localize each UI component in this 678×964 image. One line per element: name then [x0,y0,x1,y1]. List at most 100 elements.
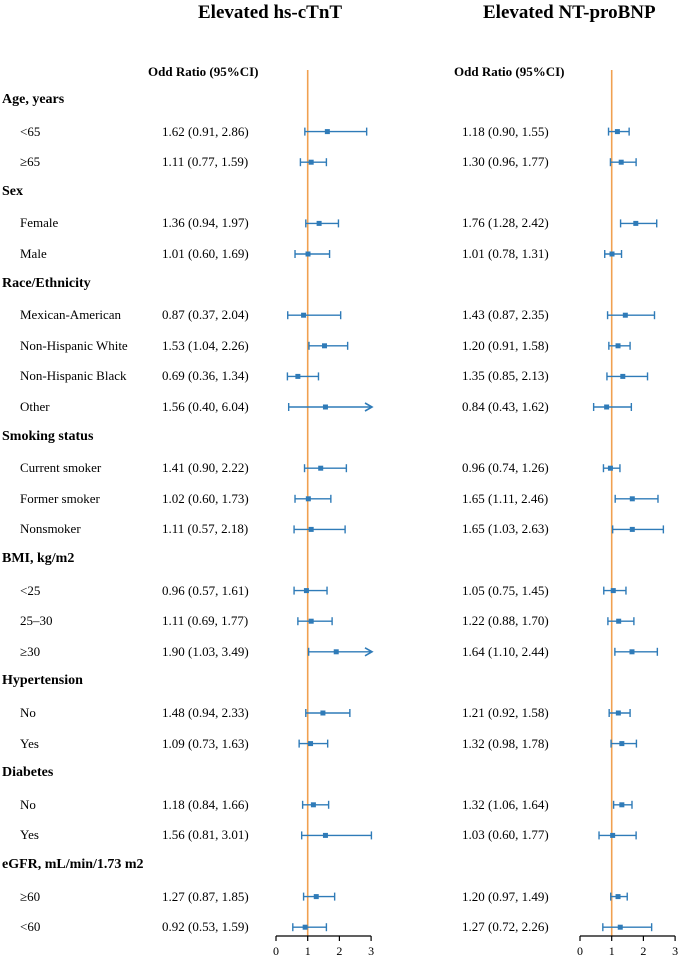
odds-ratio-text: 1.01 (0.78, 1.31) [462,246,549,261]
odds-ratio-text: 0.84 (0.43, 1.62) [462,399,549,414]
point-estimate [316,220,322,226]
point-estimate [305,251,311,257]
point-estimate [302,924,308,930]
group-label: Sex [2,183,23,199]
odds-ratio-text: 1.11 (0.57, 2.18) [162,521,249,537]
point-estimate [622,312,628,318]
row-label: Non-Hispanic White [20,337,128,353]
odds-ratio-text: 1.56 (0.81, 3.01) [162,827,249,843]
odds-ratio-text: 1.43 (0.87, 2.35) [462,307,549,323]
point-estimate [609,251,615,257]
point-estimate [308,526,314,532]
odds-ratio-text: 1.11 (0.69, 1.77) [162,613,249,629]
odds-ratio-text: 1.48 (0.94, 2.33) [162,705,249,720]
point-estimate [301,312,307,318]
row-label: Nonsmoker [20,521,81,537]
point-estimate [629,496,635,502]
odds-ratio-text: 0.96 (0.74, 1.26) [462,460,549,476]
column-header-hs-ctnt: Odd Ratio (95%CI) [148,64,259,79]
odds-ratio-text: 1.18 (0.90, 1.55) [462,123,549,139]
x-tick-label: 1 [305,944,311,958]
row-label: Yes [20,827,39,843]
odds-ratio-text: 1.56 (0.40, 6.04) [162,399,249,414]
point-estimate [620,373,626,379]
point-estimate [633,220,639,226]
x-tick-label: 3 [368,944,374,958]
odds-ratio-text: 1.32 (0.98, 1.78) [462,735,549,751]
odds-ratio-text: 1.36 (0.94, 1.97) [162,215,249,231]
group-label: Race/Ethnicity [2,275,91,291]
point-estimate [604,404,610,410]
point-estimate [303,588,309,594]
point-estimate [610,588,616,594]
panel-title-nt-probnp: Elevated NT-proBNP [483,2,656,23]
x-tick-label: 2 [640,944,646,958]
row-label: Current smoker [20,460,102,476]
odds-ratio-text: 1.11 (0.77, 1.59) [162,154,249,170]
point-estimate [322,832,328,838]
odds-ratio-text: 1.09 (0.73, 1.63) [162,735,249,751]
point-estimate [308,618,314,624]
row-label: ≥60 [20,888,41,904]
odds-ratio-text: 1.65 (1.03, 2.63) [462,521,549,537]
point-estimate [615,343,621,349]
odds-ratio-text: 1.53 (1.04, 2.26) [162,337,249,353]
point-estimate [308,741,314,747]
odds-ratio-text: 1.65 (1.11, 2.46) [462,490,549,506]
ci-arrow [364,647,374,657]
odds-ratio-text: 1.35 (0.85, 2.13) [462,368,549,384]
group-label: Hypertension [2,673,83,689]
point-estimate [607,465,613,471]
point-estimate [616,618,622,624]
odds-ratio-text: 1.22 (0.88, 1.70) [462,613,549,629]
point-estimate [615,894,621,900]
odds-ratio-text: 1.20 (0.97, 1.49) [462,888,549,904]
row-label: Non-Hispanic Black [20,368,127,384]
row-label: Other [20,399,50,414]
x-tick-label: 1 [609,944,615,958]
odds-ratio-text: 1.30 (0.96, 1.77) [462,154,549,170]
row-label: 25–30 [20,613,53,629]
row-label: No [20,796,36,812]
odds-ratio-text: 0.69 (0.36, 1.34) [162,368,249,384]
odds-ratio-text: 1.20 (0.91, 1.58) [462,337,549,353]
row-label: Former smoker [20,490,100,506]
column-header-nt-probnp: Odd Ratio (95%CI) [454,64,565,79]
odds-ratio-text: 1.21 (0.92, 1.58) [462,705,549,720]
point-estimate [320,710,326,716]
point-estimate [333,649,339,655]
group-label: Age, years [2,92,65,107]
point-estimate [629,649,635,655]
point-estimate [618,159,624,165]
row-label: ≥30 [20,643,41,659]
odds-ratio-text: 1.05 (0.75, 1.45) [462,582,549,598]
odds-ratio-text: 1.41 (0.90, 2.22) [162,460,249,476]
odds-ratio-text: 1.02 (0.60, 1.73) [162,490,249,506]
row-label: ≥65 [20,154,41,170]
point-estimate [318,465,324,471]
row-label: <65 [20,123,41,139]
odds-ratio-text: 1.62 (0.91, 2.86) [162,123,249,139]
odds-ratio-text: 1.01 (0.60, 1.69) [162,246,249,261]
point-estimate [629,526,635,532]
panel-title-hs-ctnt: Elevated hs-cTnT [198,2,343,23]
x-tick-label: 3 [672,944,678,958]
odds-ratio-text: 0.96 (0.57, 1.61) [162,582,249,598]
point-estimate [619,802,625,808]
odds-ratio-text: 1.18 (0.84, 1.66) [162,796,249,812]
point-estimate [310,802,316,808]
point-estimate [619,741,625,747]
group-label: Smoking status [2,428,94,444]
odds-ratio-text: 1.03 (0.60, 1.77) [462,827,549,843]
point-estimate [308,159,314,165]
ci-arrow [364,402,374,412]
point-estimate [610,832,616,838]
point-estimate [322,343,328,349]
row-label: <60 [20,919,41,935]
point-estimate [324,129,330,135]
odds-ratio-text: 1.64 (1.10, 2.44) [462,643,549,659]
group-label: eGFR, mL/min/1.73 m2 [2,857,144,872]
x-tick-label: 2 [336,944,342,958]
odds-ratio-text: 1.27 (0.87, 1.85) [162,888,249,904]
